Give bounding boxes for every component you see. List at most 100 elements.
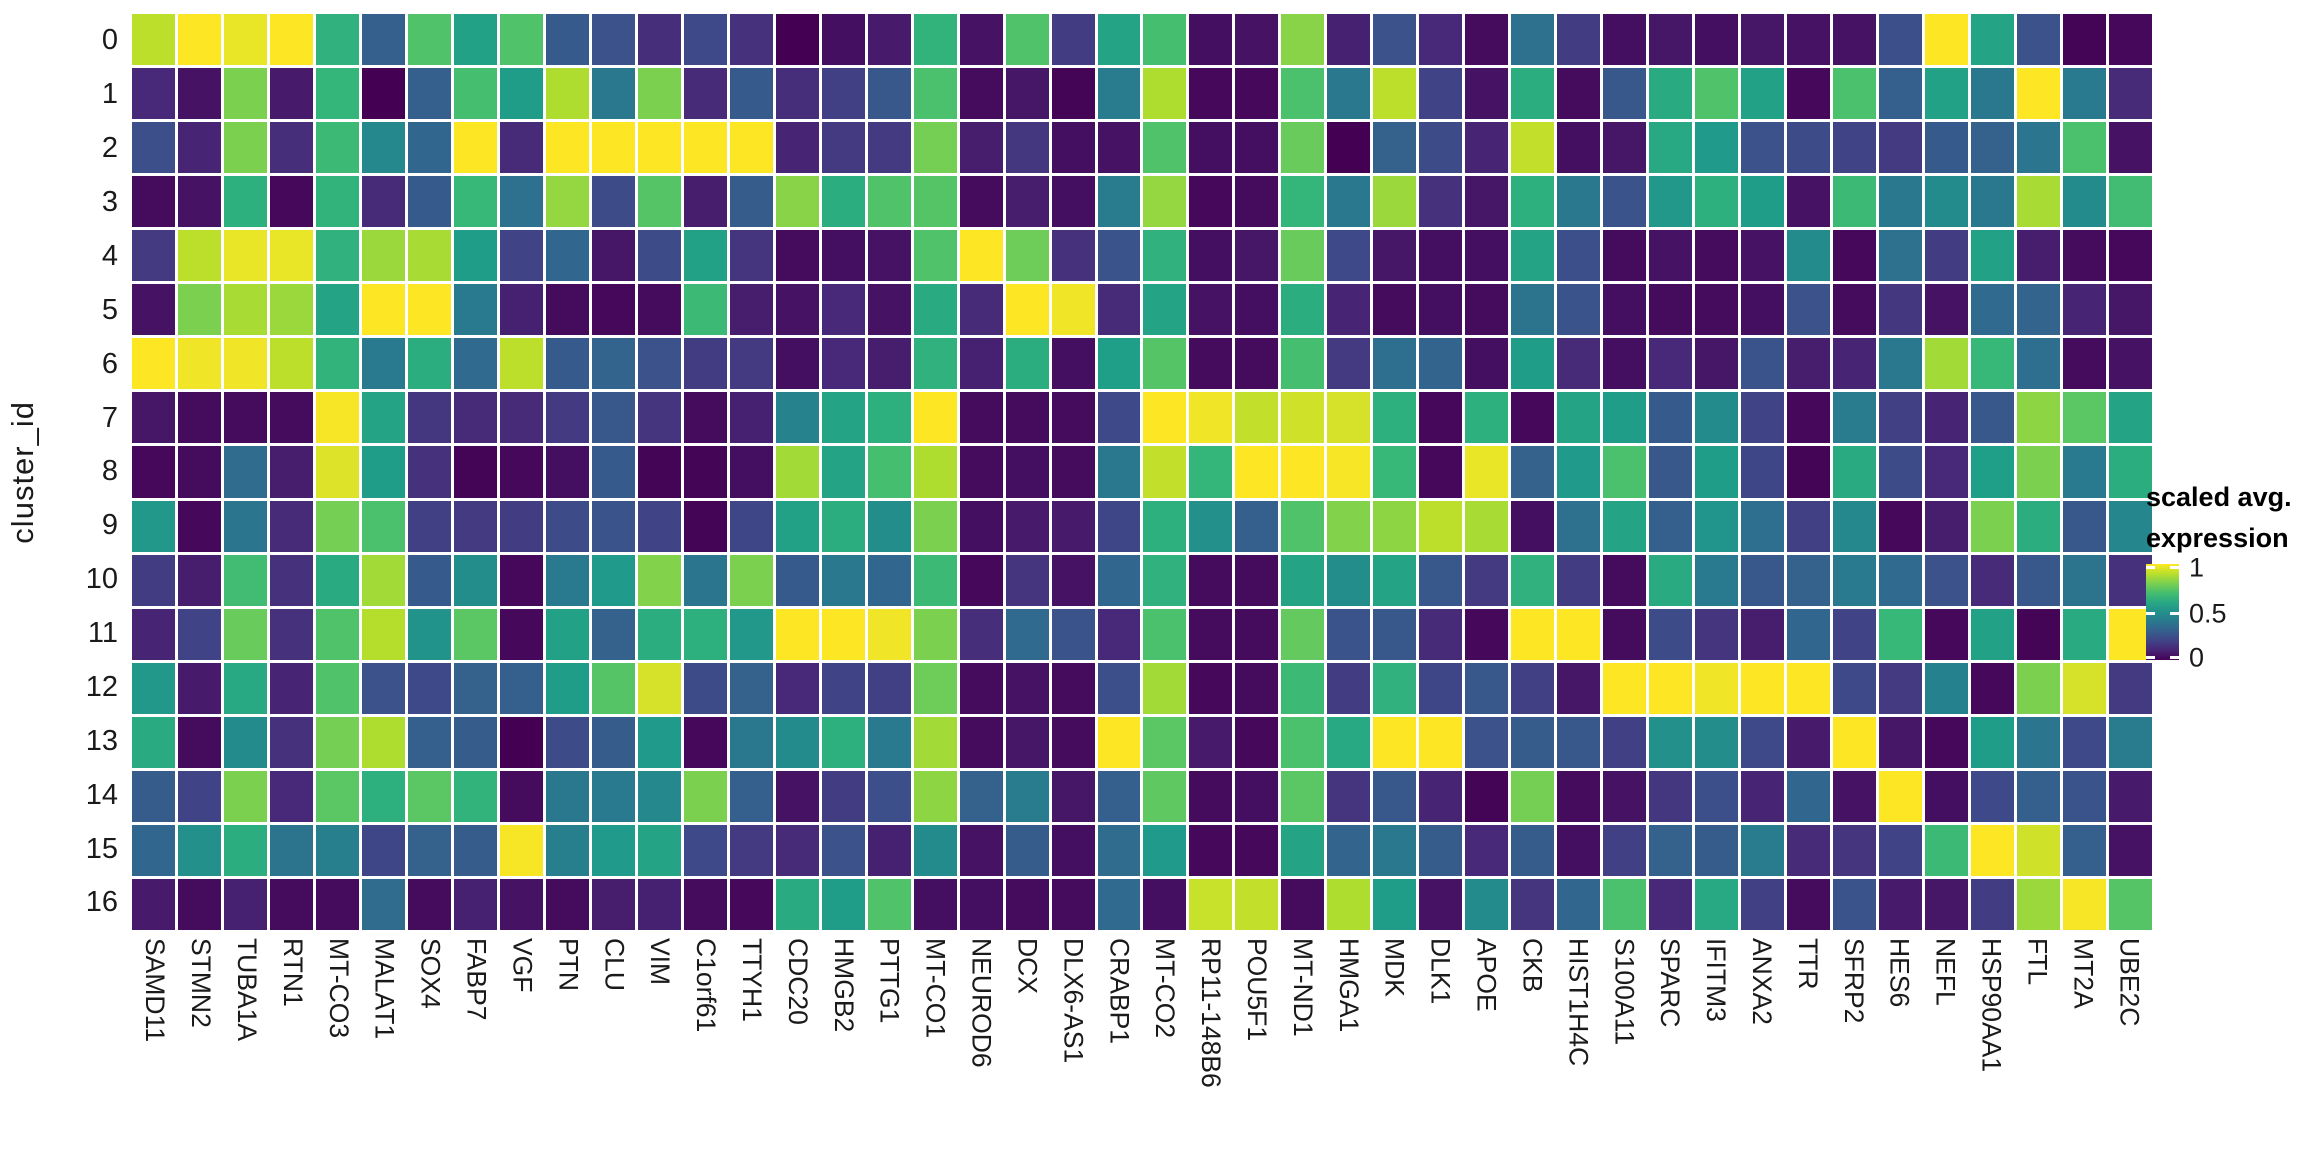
- heatmap-cell: [1097, 68, 1141, 120]
- heatmap-cell: [1189, 176, 1233, 228]
- heatmap-cell: [1649, 500, 1693, 552]
- x-axis-label: SPARC: [1647, 938, 1693, 1150]
- heatmap-cell: [1511, 338, 1555, 390]
- heatmap-cell: [729, 284, 773, 336]
- x-axis-label-text: MALAT1: [369, 938, 400, 1040]
- y-axis-label: 13: [85, 724, 118, 757]
- heatmap-cell: [637, 824, 681, 876]
- heatmap-cell: [1649, 446, 1693, 498]
- heatmap-cell: [1189, 500, 1233, 552]
- heatmap-cell: [683, 608, 727, 660]
- heatmap-cell: [683, 14, 727, 66]
- heatmap-cell: [499, 392, 543, 444]
- heatmap-cell: [637, 284, 681, 336]
- heatmap-cell: [1373, 338, 1417, 390]
- x-axis-label: S100A11: [1601, 938, 1647, 1150]
- heatmap-cell: [453, 68, 497, 120]
- heatmap-cell: [1097, 824, 1141, 876]
- heatmap-cell: [1143, 338, 1187, 390]
- heatmap-cell: [959, 716, 1003, 768]
- heatmap-cell: [683, 446, 727, 498]
- heatmap-cell: [1189, 122, 1233, 174]
- heatmap-cell: [2063, 176, 2107, 228]
- heatmap-cell: [775, 770, 819, 822]
- heatmap-cell: [775, 500, 819, 552]
- heatmap-cell: [1833, 14, 1877, 66]
- heatmap-cell: [1971, 14, 2015, 66]
- heatmap-cell: [1603, 824, 1647, 876]
- heatmap-cell: [132, 662, 175, 714]
- heatmap-cell: [545, 608, 589, 660]
- heatmap-cell: [913, 284, 957, 336]
- heatmap-cell: [1281, 500, 1325, 552]
- heatmap-cell: [1281, 68, 1325, 120]
- heatmap-cell: [361, 770, 405, 822]
- heatmap-cell: [1373, 14, 1417, 66]
- heatmap-cell: [1005, 446, 1049, 498]
- x-axis-label-text: SAMD11: [140, 938, 171, 1043]
- heatmap-cell: [637, 338, 681, 390]
- heatmap-cell: [821, 446, 865, 498]
- x-axis-label: MT2A: [2060, 938, 2106, 1150]
- heatmap-cell: [2017, 662, 2061, 714]
- heatmap-cell: [407, 824, 451, 876]
- heatmap-cell: [637, 68, 681, 120]
- heatmap-cell: [1097, 554, 1141, 606]
- y-axis-label: 4: [101, 239, 118, 272]
- x-axis-label: DLK1: [1417, 938, 1463, 1150]
- heatmap-cell: [269, 824, 313, 876]
- heatmap-cell: [1511, 446, 1555, 498]
- heatmap-cell: [1695, 824, 1739, 876]
- heatmap-cell: [1879, 122, 1923, 174]
- legend-colorbar-wrap: 1 0.5 0: [2146, 554, 2304, 671]
- heatmap-cell: [1603, 500, 1647, 552]
- heatmap-cell: [1097, 500, 1141, 552]
- heatmap-cell: [1189, 446, 1233, 498]
- heatmap-cell: [1879, 662, 1923, 714]
- heatmap-cell: [637, 878, 681, 930]
- heatmap-cell: [1925, 14, 1969, 66]
- heatmap-cell: [591, 176, 635, 228]
- heatmap-cell: [683, 500, 727, 552]
- heatmap-cell: [1143, 392, 1187, 444]
- heatmap-cell: [499, 500, 543, 552]
- heatmap-cell: [2017, 824, 2061, 876]
- heatmap-cell: [361, 68, 405, 120]
- heatmap-cell: [177, 716, 221, 768]
- heatmap-cell: [1051, 338, 1095, 390]
- heatmap-cell: [499, 716, 543, 768]
- x-axis-label-text: RTN1: [277, 938, 308, 1007]
- heatmap-cell: [361, 14, 405, 66]
- heatmap-cell: [269, 122, 313, 174]
- heatmap-cell: [269, 500, 313, 552]
- x-axis-label: MT-CO1: [912, 938, 958, 1150]
- heatmap-cell: [1695, 878, 1739, 930]
- heatmap-cell: [591, 392, 635, 444]
- heatmap-cell: [177, 824, 221, 876]
- heatmap-cell: [1235, 14, 1279, 66]
- heatmap-cell: [1695, 392, 1739, 444]
- heatmap-cell: [1649, 122, 1693, 174]
- heatmap-cell: [1787, 122, 1831, 174]
- heatmap-cell: [1051, 176, 1095, 228]
- heatmap-cell: [1925, 68, 1969, 120]
- heatmap-cell: [637, 770, 681, 822]
- heatmap-cell: [132, 68, 175, 120]
- heatmap-cell: [1465, 770, 1509, 822]
- heatmap-cell: [867, 284, 911, 336]
- heatmap-cell: [821, 14, 865, 66]
- heatmap-cell: [729, 446, 773, 498]
- heatmap-cell: [821, 230, 865, 282]
- heatmap-cell: [867, 122, 911, 174]
- heatmap-cell: [1051, 122, 1095, 174]
- heatmap-cell: [545, 770, 589, 822]
- heatmap-cell: [1235, 392, 1279, 444]
- heatmap-cell: [1097, 284, 1141, 336]
- heatmap-cell: [1511, 770, 1555, 822]
- y-axis-labels: 0 1 2 3 4 5 6 7 8 9 10 11 12 13 14 15 16: [44, 14, 124, 930]
- heatmap-cell: [1787, 68, 1831, 120]
- heatmap-cell: [591, 554, 635, 606]
- heatmap-cell: [1373, 878, 1417, 930]
- heatmap-cell: [1741, 176, 1785, 228]
- heatmap-cell: [407, 284, 451, 336]
